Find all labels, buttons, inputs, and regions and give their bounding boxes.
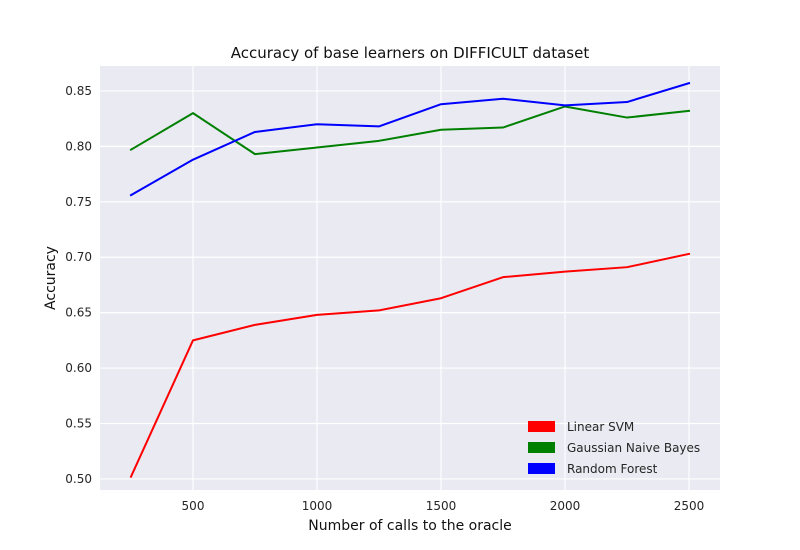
y-tick-label: 0.85 xyxy=(65,84,92,98)
series-lines xyxy=(129,81,691,479)
legend: Linear SVM Gaussian Naive Bayes Random For… xyxy=(528,420,700,476)
y-axis-label: Accuracy xyxy=(43,246,59,310)
legend-label: Linear SVM xyxy=(567,420,634,434)
series-line-3 xyxy=(129,81,691,197)
series-line-1 xyxy=(129,252,691,479)
legend-label: Random Forest xyxy=(567,462,658,476)
y-tick-label: 0.50 xyxy=(65,472,92,486)
chart-title: Accuracy of base learners on DIFFICULT d… xyxy=(231,44,590,62)
legend-label: Gaussian Naive Bayes xyxy=(567,441,700,455)
tick-labels: 0.50 0.55 0.60 0.65 0.70 0.75 0.80 0.85 500 1000 1… xyxy=(65,84,704,513)
x-tick-label: 2000 xyxy=(550,499,581,513)
series-line-2 xyxy=(129,105,691,156)
x-tick-label: 500 xyxy=(182,499,205,513)
y-tick-label: 0.80 xyxy=(65,139,92,153)
x-axis-label: Number of calls to the oracle xyxy=(308,518,511,534)
x-tick-label: 1500 xyxy=(426,499,457,513)
y-tick-label: 0.65 xyxy=(65,306,92,320)
legend-swatch xyxy=(528,421,555,432)
x-tick-label: 1000 xyxy=(302,499,333,513)
plot-area xyxy=(100,66,720,490)
legend-swatch xyxy=(528,442,555,453)
y-tick-label: 0.55 xyxy=(65,416,92,430)
y-tick-label: 0.60 xyxy=(65,361,92,375)
y-tick-label: 0.75 xyxy=(65,195,92,209)
grid-lines xyxy=(100,66,720,490)
legend-swatch xyxy=(528,463,555,474)
x-tick-label: 2500 xyxy=(674,499,705,513)
y-tick-label: 0.70 xyxy=(65,250,92,264)
